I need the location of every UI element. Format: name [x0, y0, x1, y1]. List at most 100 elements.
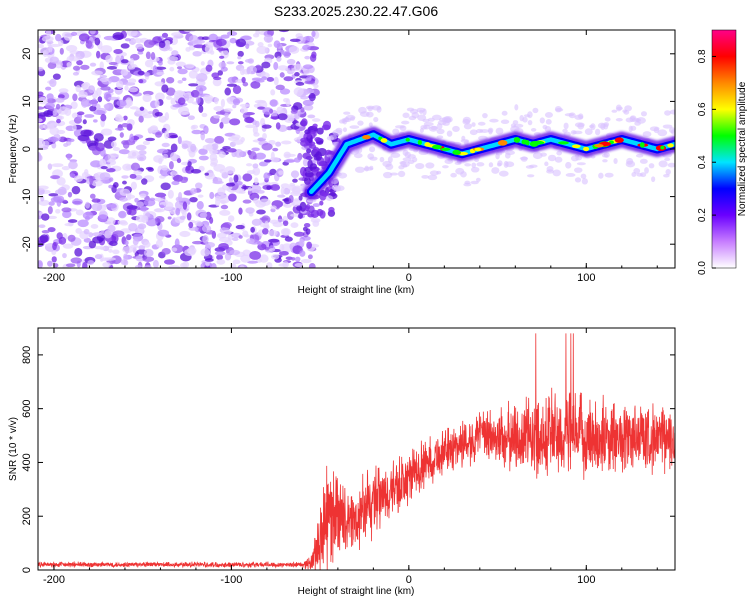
noise-blob [193, 39, 206, 44]
noise-blob [142, 113, 153, 119]
noise-blob [267, 238, 280, 243]
noise-blob [174, 200, 184, 210]
noise-blob [123, 253, 129, 262]
noise-blob [292, 199, 303, 208]
noise-blob [156, 148, 169, 154]
noise-blob [47, 163, 53, 170]
noise-blob [304, 80, 315, 85]
halo-blob [544, 112, 553, 118]
noise-blob [76, 59, 83, 66]
noise-blob [139, 106, 145, 111]
ridge-hotspot [432, 144, 442, 150]
noise-blob [280, 186, 285, 196]
halo-blob [527, 174, 535, 178]
noise-blob [125, 97, 132, 105]
noise-blob [116, 99, 128, 107]
colorbar-tick-label: 0.4 [697, 155, 708, 169]
noise-blob [177, 79, 183, 84]
noise-blob [154, 66, 167, 70]
noise-blob [307, 114, 316, 119]
spectrogram-y-tick-label: 0 [21, 146, 33, 152]
halo-blob [476, 128, 484, 134]
halo-blob [505, 161, 515, 168]
noise-blob [256, 209, 266, 215]
noise-blob [209, 149, 218, 155]
noise-blob [285, 256, 293, 260]
transition-blob [319, 200, 324, 206]
halo-blob [436, 128, 445, 135]
ridge-hotspot [497, 140, 508, 146]
halo-blob [616, 106, 623, 111]
noise-blob [175, 207, 181, 216]
noise-blob [295, 36, 306, 45]
noise-blob [95, 142, 105, 152]
noise-blob [160, 165, 168, 171]
noise-blob [99, 172, 111, 181]
snr-x-tick-label: -200 [43, 574, 65, 586]
spectrogram-x-tick-label: -100 [220, 272, 242, 284]
noise-blob [270, 89, 276, 96]
noise-blob [106, 66, 118, 70]
noise-blob [120, 43, 130, 49]
halo-blob [455, 167, 465, 175]
noise-blob [224, 166, 236, 175]
noise-blob [70, 101, 78, 110]
noise-blob [48, 193, 59, 197]
halo-blob [527, 111, 533, 119]
noise-blob [38, 185, 49, 190]
halo-blob [382, 171, 393, 179]
transition-blob [312, 123, 318, 128]
ridge-hotspot [362, 134, 371, 140]
noise-blob [129, 133, 134, 143]
noise-blob [198, 87, 204, 96]
halo-blob [584, 128, 593, 135]
noise-blob [214, 97, 219, 105]
noise-blob [257, 42, 264, 48]
noise-blob [242, 249, 252, 257]
noise-blob [100, 45, 113, 54]
noise-blob [261, 124, 272, 129]
halo-blob [615, 117, 623, 122]
noise-blob [179, 215, 186, 220]
noise-blob [231, 237, 239, 242]
halo-blob [461, 135, 466, 141]
halo-blob [658, 160, 668, 168]
noise-blob [122, 246, 134, 254]
noise-blob [189, 196, 198, 203]
noise-blob [227, 76, 237, 84]
noise-blob [198, 155, 209, 161]
halo-blob [476, 162, 485, 167]
noise-blob [249, 184, 262, 193]
noise-blob [168, 160, 174, 170]
noise-blob [141, 215, 149, 224]
noise-blob [67, 234, 76, 242]
noise-blob [255, 30, 260, 36]
halo-blob [576, 162, 586, 166]
noise-blob [239, 265, 245, 268]
noise-blob [179, 176, 188, 184]
noise-blob [70, 31, 78, 37]
noise-blob [150, 52, 156, 60]
halo-blob [664, 157, 671, 162]
noise-blob [254, 152, 266, 160]
noise-blob [237, 61, 244, 65]
noise-blob [51, 163, 64, 168]
noise-blob [87, 260, 95, 265]
halo-blob [326, 135, 335, 141]
halo-blob [400, 120, 410, 125]
noise-blob [135, 144, 147, 151]
noise-blob [137, 51, 144, 55]
noise-blob [72, 124, 77, 132]
noise-blob [48, 201, 55, 206]
halo-blob [657, 129, 668, 137]
noise-blob [47, 206, 53, 215]
noise-blob [302, 88, 315, 94]
halo-blob [552, 169, 561, 177]
noise-blob [220, 199, 226, 204]
transition-blob [300, 140, 310, 147]
noise-blob [313, 84, 319, 89]
ridge-hotspot [614, 137, 624, 143]
noise-blob [94, 254, 103, 260]
noise-blob [85, 137, 91, 144]
noise-blob [177, 136, 182, 145]
